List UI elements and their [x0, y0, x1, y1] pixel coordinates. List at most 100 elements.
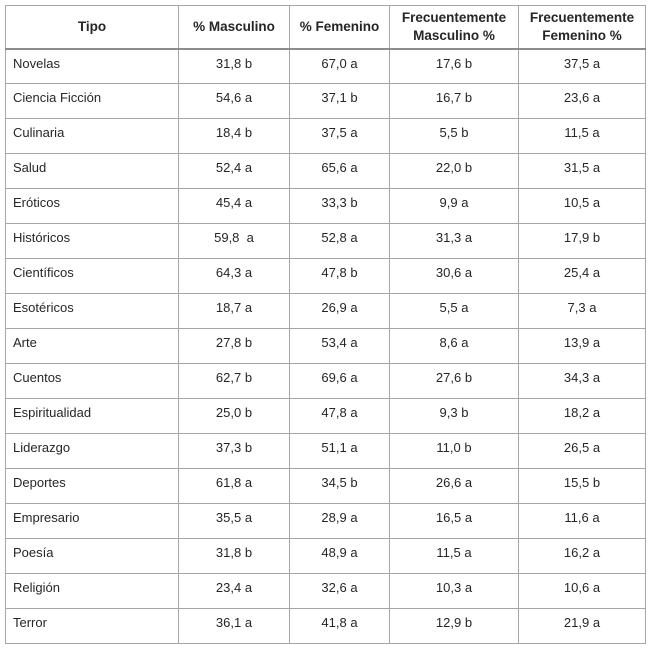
- column-header-frecuentemente-masculino: Frecuentemente Masculino %: [389, 5, 519, 50]
- row-label-cell: Terror: [5, 608, 179, 644]
- value-cell: 45,4 a: [178, 188, 290, 224]
- value-cell: 25,4 a: [518, 258, 646, 294]
- value-cell: 15,5 b: [518, 468, 646, 504]
- table-row: Arte 27,8 b 53,4 a 8,6 a 13,9 a: [5, 328, 646, 364]
- value-cell: 23,4 a: [178, 573, 290, 609]
- value-cell: 16,5 a: [389, 503, 519, 539]
- table-row: Espiritualidad 25,0 b 47,8 a 9,3 b 18,2 a: [5, 398, 646, 434]
- value-cell: 11,6 a: [518, 503, 646, 539]
- value-cell: 31,5 a: [518, 153, 646, 189]
- value-cell: 23,6 a: [518, 83, 646, 119]
- value-cell: 16,7 b: [389, 83, 519, 119]
- value-cell: 37,1 b: [289, 83, 390, 119]
- value-cell: 54,6 a: [178, 83, 290, 119]
- table-row: Poesía 31,8 b 48,9 a 11,5 a 16,2 a: [5, 538, 646, 574]
- value-cell: 17,6 b: [389, 48, 519, 84]
- value-cell: 31,3 a: [389, 223, 519, 259]
- value-cell: 21,9 a: [518, 608, 646, 644]
- value-cell: 37,5 a: [518, 48, 646, 84]
- value-cell: 10,3 a: [389, 573, 519, 609]
- value-cell: 18,7 a: [178, 293, 290, 329]
- value-cell: 26,9 a: [289, 293, 390, 329]
- column-header-frecuentemente-femenino: Frecuentemente Femenino %: [518, 5, 646, 50]
- table-row: Esotéricos 18,7 a 26,9 a 5,5 a 7,3 a: [5, 293, 646, 329]
- value-cell: 64,3 a: [178, 258, 290, 294]
- row-label-cell: Empresario: [5, 503, 179, 539]
- value-cell: 52,4 a: [178, 153, 290, 189]
- table-row: Religión 23,4 a 32,6 a 10,3 a 10,6 a: [5, 573, 646, 609]
- row-label-cell: Deportes: [5, 468, 179, 504]
- value-cell: 26,5 a: [518, 433, 646, 469]
- value-cell: 18,2 a: [518, 398, 646, 434]
- value-cell: 31,8 b: [178, 48, 290, 84]
- row-label-cell: Arte: [5, 328, 179, 364]
- value-cell: 26,6 a: [389, 468, 519, 504]
- value-cell: 27,6 b: [389, 363, 519, 399]
- table-row: Culinaria 18,4 b 37,5 a 5,5 b 11,5 a: [5, 118, 646, 154]
- table-row: Históricos 59,8 a 52,8 a 31,3 a 17,9 b: [5, 223, 646, 259]
- value-cell: 18,4 b: [178, 118, 290, 154]
- row-label-cell: Espiritualidad: [5, 398, 179, 434]
- table-row: Terror 36,1 a 41,8 a 12,9 b 21,9 a: [5, 608, 646, 644]
- value-cell: 31,8 b: [178, 538, 290, 574]
- table-row: Salud 52,4 a 65,6 a 22,0 b 31,5 a: [5, 153, 646, 189]
- value-cell: 12,9 b: [389, 608, 519, 644]
- row-label-cell: Liderazgo: [5, 433, 179, 469]
- row-label-cell: Religión: [5, 573, 179, 609]
- row-label-cell: Salud: [5, 153, 179, 189]
- value-cell: 37,3 b: [178, 433, 290, 469]
- value-cell: 34,5 b: [289, 468, 390, 504]
- table-row: Deportes 61,8 a 34,5 b 26,6 a 15,5 b: [5, 468, 646, 504]
- column-header-tipo: Tipo: [5, 5, 179, 50]
- value-cell: 59,8 a: [178, 223, 290, 259]
- value-cell: 9,9 a: [389, 188, 519, 224]
- value-cell: 7,3 a: [518, 293, 646, 329]
- genre-reading-table: Tipo % Masculino % Femenino Frecuentemen…: [5, 5, 646, 644]
- table-row: Ciencia Ficción 54,6 a 37,1 b 16,7 b 23,6 a: [5, 83, 646, 119]
- value-cell: 61,8 a: [178, 468, 290, 504]
- value-cell: 36,1 a: [178, 608, 290, 644]
- value-cell: 11,5 a: [389, 538, 519, 574]
- value-cell: 41,8 a: [289, 608, 390, 644]
- value-cell: 69,6 a: [289, 363, 390, 399]
- value-cell: 10,5 a: [518, 188, 646, 224]
- value-cell: 27,8 b: [178, 328, 290, 364]
- value-cell: 10,6 a: [518, 573, 646, 609]
- value-cell: 32,6 a: [289, 573, 390, 609]
- header-row: Tipo % Masculino % Femenino Frecuentemen…: [5, 5, 646, 50]
- value-cell: 52,8 a: [289, 223, 390, 259]
- row-label-cell: Novelas: [5, 48, 179, 84]
- value-cell: 33,3 b: [289, 188, 390, 224]
- value-cell: 35,5 a: [178, 503, 290, 539]
- value-cell: 9,3 b: [389, 398, 519, 434]
- value-cell: 47,8 b: [289, 258, 390, 294]
- row-label-cell: Ciencia Ficción: [5, 83, 179, 119]
- row-label-cell: Cuentos: [5, 363, 179, 399]
- table-row: Cuentos 62,7 b 69,6 a 27,6 b 34,3 a: [5, 363, 646, 399]
- column-header-femenino: % Femenino: [289, 5, 390, 50]
- table-row: Novelas 31,8 b 67,0 a 17,6 b 37,5 a: [5, 48, 646, 84]
- value-cell: 65,6 a: [289, 153, 390, 189]
- column-header-masculino: % Masculino: [178, 5, 290, 50]
- row-label-cell: Culinaria: [5, 118, 179, 154]
- row-label-cell: Poesía: [5, 538, 179, 574]
- value-cell: 48,9 a: [289, 538, 390, 574]
- table-row: Empresario 35,5 a 28,9 a 16,5 a 11,6 a: [5, 503, 646, 539]
- table-row: Liderazgo 37,3 b 51,1 a 11,0 b 26,5 a: [5, 433, 646, 469]
- row-label-cell: Históricos: [5, 223, 179, 259]
- value-cell: 11,5 a: [518, 118, 646, 154]
- value-cell: 30,6 a: [389, 258, 519, 294]
- table-row: Eróticos 45,4 a 33,3 b 9,9 a 10,5 a: [5, 188, 646, 224]
- value-cell: 67,0 a: [289, 48, 390, 84]
- value-cell: 47,8 a: [289, 398, 390, 434]
- value-cell: 5,5 a: [389, 293, 519, 329]
- value-cell: 25,0 b: [178, 398, 290, 434]
- value-cell: 17,9 b: [518, 223, 646, 259]
- value-cell: 28,9 a: [289, 503, 390, 539]
- value-cell: 51,1 a: [289, 433, 390, 469]
- value-cell: 37,5 a: [289, 118, 390, 154]
- value-cell: 62,7 b: [178, 363, 290, 399]
- table-body: Novelas 31,8 b 67,0 a 17,6 b 37,5 a Ciencia F…: [5, 48, 646, 644]
- table-header: Tipo % Masculino % Femenino Frecuentemen…: [5, 5, 646, 50]
